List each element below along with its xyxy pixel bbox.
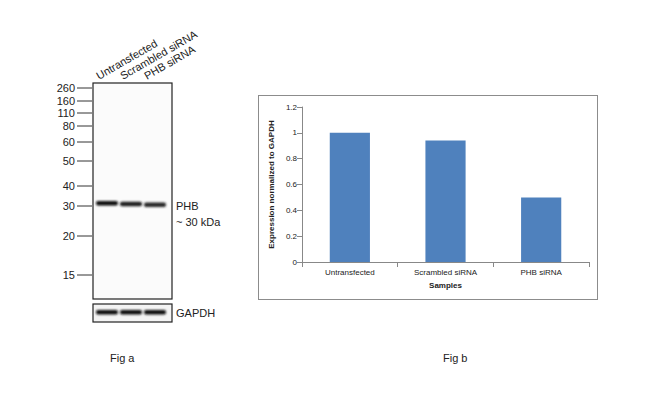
svg-text:1.2: 1.2 [286,103,298,112]
svg-text:80: 80 [63,120,75,132]
svg-text:20: 20 [63,230,75,242]
svg-text:Scrambled siRNA: Scrambled siRNA [118,28,200,82]
svg-text:0.2: 0.2 [286,232,298,241]
svg-text:15: 15 [63,269,75,281]
svg-text:0.4: 0.4 [286,206,298,215]
svg-text:30: 30 [63,200,75,212]
svg-text:0.6: 0.6 [286,180,298,189]
svg-text:0.8: 0.8 [286,154,298,163]
svg-text:40: 40 [63,180,75,192]
svg-text:PHB siRNA: PHB siRNA [520,268,562,277]
svg-text:160: 160 [57,95,75,107]
svg-text:Untransfected: Untransfected [94,37,160,82]
svg-text:260: 260 [57,82,75,94]
svg-text:Fig b: Fig b [443,352,467,364]
svg-text:0: 0 [293,258,298,267]
svg-text:110: 110 [57,107,75,119]
svg-text:Untransfected: Untransfected [325,268,375,277]
svg-text:GAPDH: GAPDH [176,307,215,319]
svg-text:1: 1 [293,128,298,137]
svg-text:60: 60 [63,136,75,148]
svg-text:Samples: Samples [429,281,462,290]
svg-text:PHB: PHB [176,200,199,212]
svg-text:~ 30 kDa: ~ 30 kDa [176,216,221,228]
svg-text:Fig a: Fig a [110,352,135,364]
svg-text:50: 50 [63,155,75,167]
svg-text:PHB siRNA: PHB siRNA [142,43,198,82]
svg-text:Expression normalized to GAPDH: Expression normalized to GAPDH [267,120,276,249]
svg-text:Scrambled siRNA: Scrambled siRNA [414,268,478,277]
